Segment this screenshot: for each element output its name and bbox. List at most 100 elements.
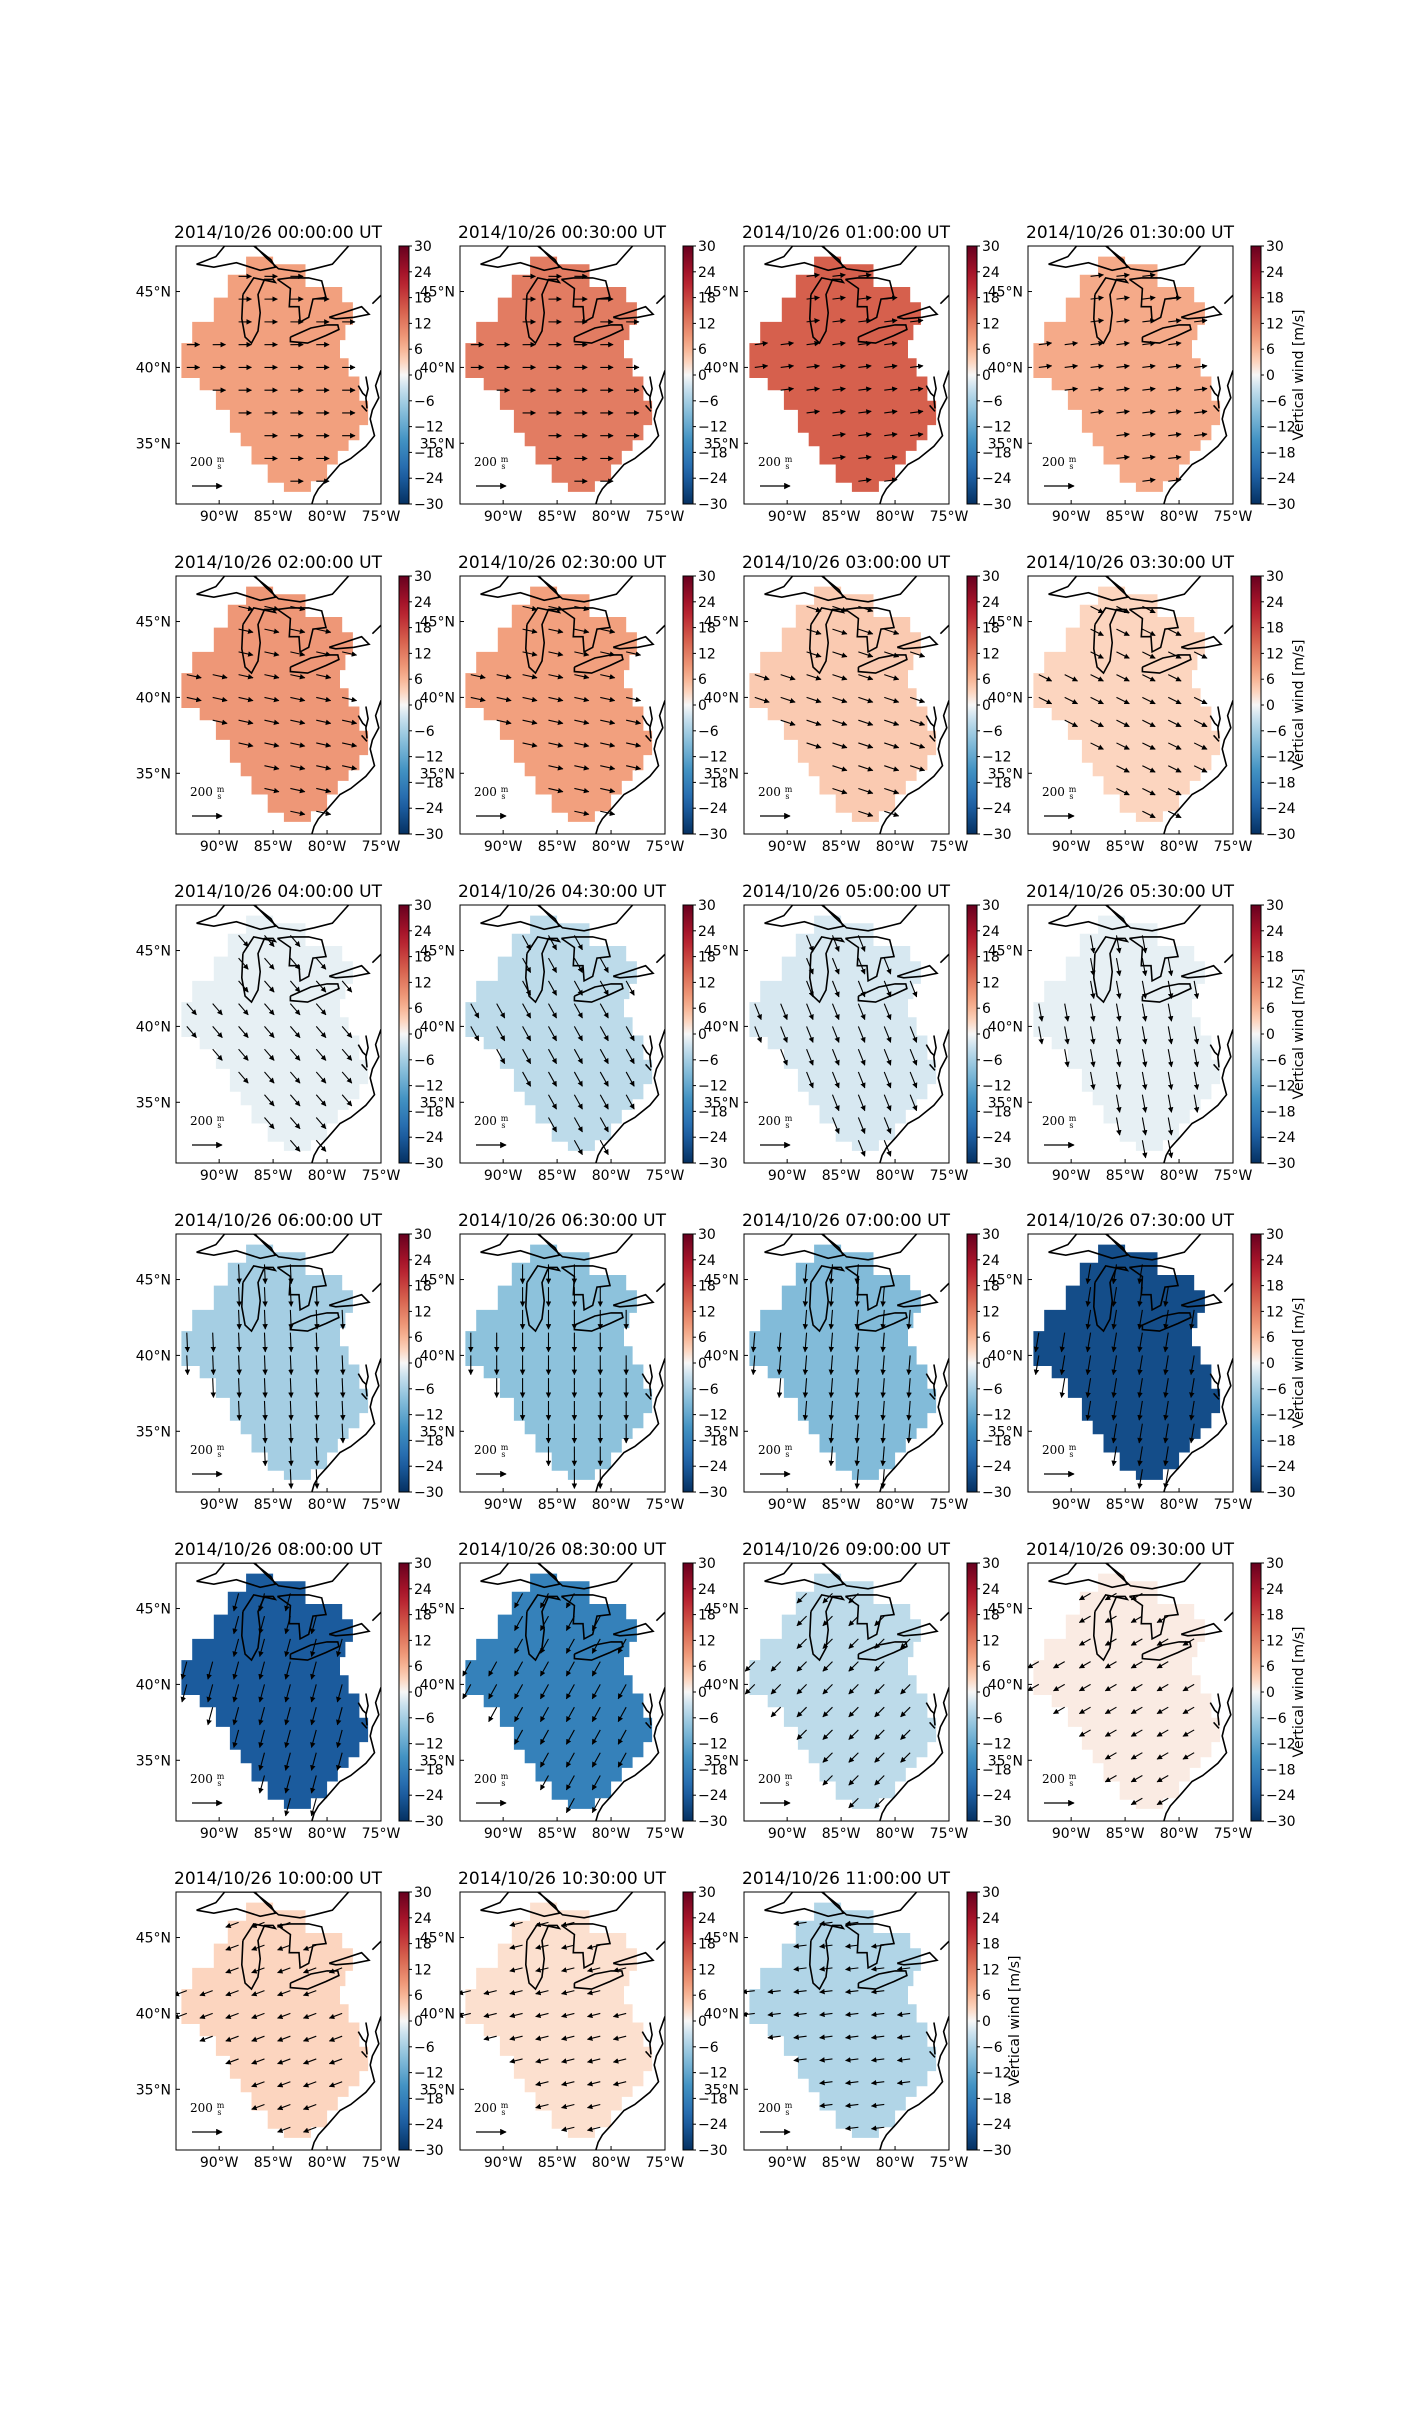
colorbar-tick-label: 0 — [414, 1356, 423, 1372]
wind-vector — [1059, 1332, 1066, 1353]
panel-title: 2014/10/26 10:00:00 UT — [174, 1869, 383, 1889]
wind-vector — [540, 1684, 549, 1700]
colorbar-tick-label: −12 — [1266, 420, 1296, 436]
wind-vector — [858, 651, 874, 658]
wind-vector — [909, 980, 918, 998]
colorbar-tick-label: 24 — [982, 265, 1000, 281]
panel-title: 2014/10/26 06:30:00 UT — [458, 1211, 667, 1231]
wind-vector — [848, 1592, 859, 1604]
coastline — [1092, 1594, 1130, 1662]
wind-vector — [1116, 386, 1130, 392]
colorbar-tick-label: 0 — [414, 2014, 423, 2030]
y-tick-label: 45°N — [136, 944, 171, 960]
wind-vector — [822, 1775, 833, 1786]
map-frame — [459, 575, 666, 835]
colorbar-tick-label: 0 — [414, 1685, 423, 1701]
coastline — [365, 1364, 369, 1397]
wind-vector — [1116, 651, 1130, 659]
wind-vector — [599, 1003, 609, 1019]
coastline — [240, 936, 278, 1004]
colorbar — [1250, 904, 1262, 1164]
y-tick-label: 45°N — [420, 944, 455, 960]
coastline — [289, 324, 340, 344]
wind-vector — [341, 1071, 353, 1084]
wind-vector — [302, 2035, 317, 2042]
wind-vector — [880, 1355, 886, 1376]
wind-vector — [870, 1943, 885, 1949]
wind-vector — [336, 1707, 343, 1726]
coastline — [645, 404, 652, 412]
vertical-wind-field — [465, 1902, 653, 2138]
colorbar-tick-label: 24 — [414, 1582, 432, 1598]
wind-vector — [264, 605, 280, 612]
x-tick-label: 85°W — [1106, 509, 1145, 525]
wind-vector — [796, 1615, 807, 1627]
colorbar-tick-label: −18 — [414, 1762, 444, 1778]
wind-vector — [822, 1638, 833, 1649]
wind-vector — [1142, 386, 1156, 392]
coastline — [879, 2016, 949, 2150]
wind-vector — [1104, 1706, 1117, 1715]
colorbar-tick-label: −6 — [1266, 1711, 1287, 1727]
colorbar-tick-label: 24 — [1266, 595, 1284, 611]
wind-vector — [1156, 1797, 1169, 1806]
wind-vector — [548, 696, 564, 703]
wind-vector — [900, 1684, 911, 1695]
wind-vector — [845, 2079, 859, 2086]
wind-vector — [264, 674, 280, 680]
wind-vector — [1116, 454, 1130, 461]
colorbar-tick-label: −12 — [982, 420, 1012, 436]
wind-vector — [462, 1684, 472, 1700]
colorbar-tick-label: −12 — [698, 750, 728, 766]
wind-vector — [1193, 742, 1208, 750]
wind-vector — [483, 1989, 497, 1996]
coastline — [480, 246, 561, 272]
x-tick-label: 90°W — [200, 1497, 239, 1513]
y-tick-label: 45°N — [136, 615, 171, 631]
wind-vector — [289, 980, 301, 993]
coastline — [328, 1951, 371, 1966]
x-tick-label: 85°W — [822, 1826, 861, 1842]
colorbar-tick-label: −24 — [698, 1130, 728, 1146]
wind-vector — [806, 742, 822, 749]
wind-vector — [186, 674, 202, 680]
y-tick-label: 40°N — [704, 360, 739, 376]
colorbar-tick-label: 30 — [982, 898, 1000, 914]
wind-vector — [262, 1287, 268, 1307]
wind-vector — [909, 765, 926, 772]
wind-vector — [1090, 1049, 1096, 1068]
coastline — [1163, 370, 1233, 504]
wind-vector — [328, 2035, 343, 2042]
colorbar-tick-label: 0 — [1266, 368, 1275, 384]
wind-vector — [238, 674, 254, 680]
wind-vector — [547, 1003, 557, 1019]
wind-vector — [336, 1729, 343, 1749]
wind-vector — [591, 1638, 601, 1654]
colorbar — [398, 575, 410, 835]
panel-title: 2014/10/26 07:00:00 UT — [742, 1211, 951, 1231]
colorbar-tick-label: −6 — [698, 1711, 719, 1727]
colorbar-tick-label: −24 — [1266, 1459, 1296, 1475]
wind-vector — [617, 1638, 627, 1654]
wind-vector — [302, 2081, 317, 2088]
coastline — [254, 246, 350, 273]
wind-vector — [290, 605, 306, 612]
wind-vector — [1168, 477, 1182, 483]
vertical-wind-field — [1033, 586, 1221, 822]
coastline — [1209, 1044, 1219, 1056]
wind-vector — [909, 742, 926, 749]
y-tick-label: 35°N — [420, 1424, 455, 1440]
wind-vector — [315, 957, 327, 970]
colorbar-tick-label: 0 — [982, 698, 991, 714]
wind-vector — [289, 1048, 301, 1061]
wind-vector — [548, 628, 564, 634]
y-tick-label: 40°N — [988, 1019, 1023, 1035]
map-frame — [459, 904, 666, 1164]
wind-vector — [290, 810, 306, 817]
wind-vector — [1168, 765, 1182, 773]
wind-vector — [612, 2081, 627, 2087]
wind-vector — [909, 1071, 918, 1089]
